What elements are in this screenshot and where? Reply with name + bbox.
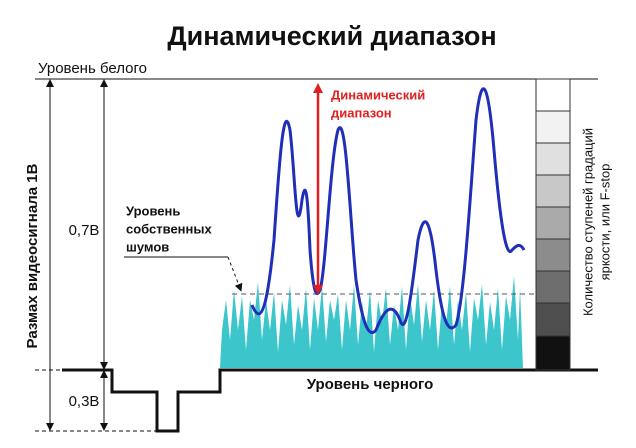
title: Динамический диапазон bbox=[167, 21, 496, 51]
dynamic-range-label: диапазон bbox=[331, 105, 392, 120]
noise-leader-arrow bbox=[227, 256, 243, 292]
level-03-label: 0,3В bbox=[69, 393, 100, 410]
noise-label: шумов bbox=[126, 239, 169, 254]
signal-curve bbox=[250, 87, 526, 334]
video-signal-baseline bbox=[62, 368, 598, 433]
black-level-label: Уровень черного bbox=[307, 376, 434, 393]
swing-label: Размах видеосигнала 1В bbox=[24, 163, 41, 348]
grayscale-label: Количество ступеней градаций bbox=[580, 128, 595, 316]
grayscale-label: яркости, или F-stop bbox=[597, 164, 612, 281]
grayscale-steps bbox=[535, 78, 571, 371]
white-level-label: Уровень белого bbox=[38, 60, 147, 77]
level-07-label: 0,7В bbox=[69, 222, 100, 239]
noise-label: Уровень bbox=[126, 203, 180, 218]
dynamic-range-label: Динамический bbox=[331, 87, 425, 102]
noise-label: собственных bbox=[126, 221, 212, 236]
noise bbox=[220, 276, 523, 368]
